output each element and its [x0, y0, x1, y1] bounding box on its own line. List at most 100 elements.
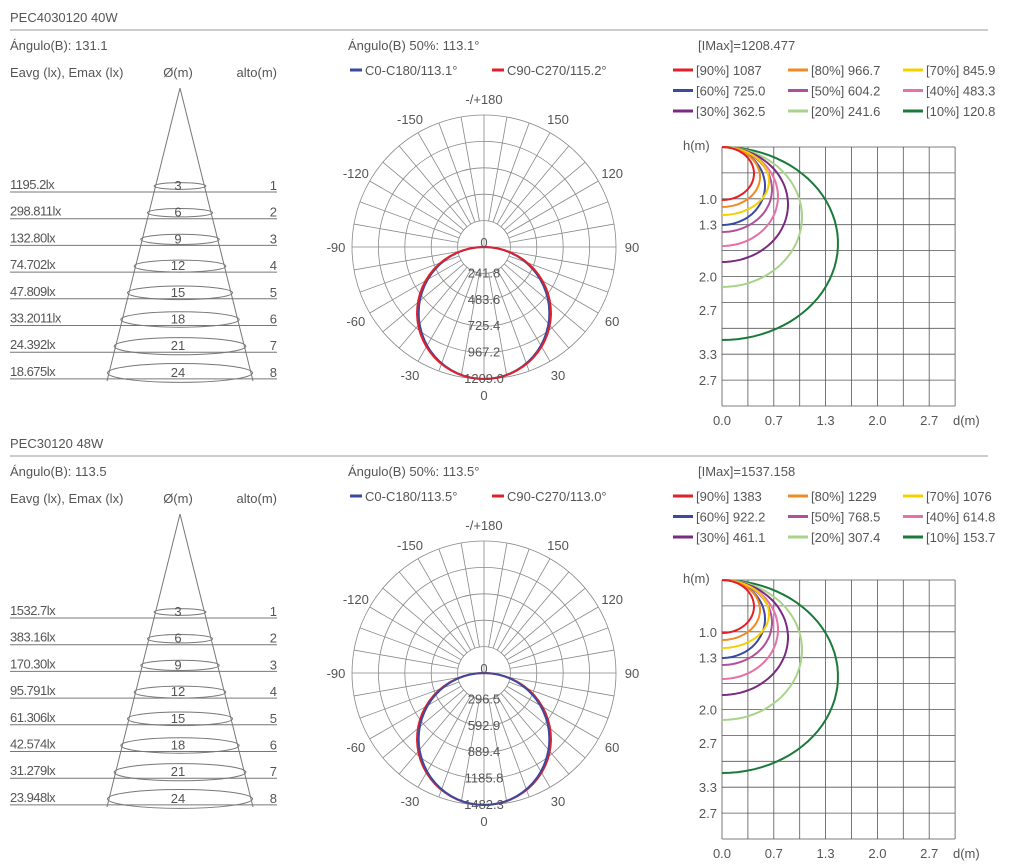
polar-spoke [506, 259, 599, 314]
legend-label: [60%] 725.0 [696, 84, 765, 99]
cone-ring [113, 763, 247, 782]
cone-ring [120, 311, 240, 328]
polar-chart: Ángulo(B) 50%: 113.1° C0-C180/113.1° C90-C… [327, 38, 640, 403]
angle-label: 0 [480, 388, 487, 403]
radial-label: 0 [480, 661, 487, 676]
cone-ring [126, 285, 234, 301]
height: 7 [270, 764, 277, 779]
polar-spoke [503, 263, 586, 333]
polar-spoke [496, 558, 551, 651]
x-tick-label: 2.7 [920, 846, 938, 861]
x-tick-label: 0.7 [765, 846, 783, 861]
x-tick-label: 1.3 [817, 846, 835, 861]
radial-label: 1209.0 [464, 371, 504, 386]
illuminance: 42.574lx [10, 737, 56, 752]
polar-spoke [398, 571, 468, 654]
illuminance: 61.306lx [10, 710, 56, 725]
angle-label: 90 [625, 240, 639, 255]
polar-spoke [500, 145, 570, 228]
isolux-plot: h(m) 1.0 1.3 2.0 2.7 3.3 2.7 0.0 0.7 1.3 2.0 2.7 d(m… [683, 571, 980, 861]
x-tick-label: 0.0 [713, 413, 731, 428]
cone-edge [179, 513, 254, 808]
polar-spoke [353, 677, 459, 697]
cone-ring [126, 711, 234, 727]
polar-spoke [509, 251, 615, 271]
polar-spoke [369, 606, 462, 661]
polar-spoke [509, 677, 615, 697]
cone-ring [133, 685, 227, 699]
illuminance: 170.30lx [10, 656, 56, 671]
polar-spoke [353, 251, 459, 271]
legend-label: [80%] 1229 [811, 489, 877, 504]
x-tick-label: 2.7 [920, 413, 938, 428]
polar-spoke [492, 271, 530, 372]
isolux-curve [721, 146, 839, 341]
polar-spoke [503, 161, 586, 231]
polar-spoke [398, 266, 468, 349]
polar-spoke [460, 698, 480, 804]
cone-edge [106, 87, 181, 382]
radial-label: 0 [480, 235, 487, 250]
polar-spoke [500, 571, 570, 654]
diameter: 12 [171, 258, 185, 273]
polar-spoke [488, 272, 508, 378]
cone-ring [120, 737, 240, 754]
isolux-curve [721, 579, 803, 721]
diameter: 18 [171, 312, 185, 327]
legend-label: C0-C180/113.5° [365, 489, 457, 504]
illuminance: 47.809lx [10, 284, 56, 299]
angle-label: 120 [601, 592, 623, 607]
cone-ring [140, 233, 220, 245]
legend-label: [40%] 483.3 [926, 84, 995, 99]
illuminance: 132.80lx [10, 230, 56, 245]
isolux-curve [721, 579, 755, 634]
height: 8 [270, 791, 277, 806]
height: 6 [270, 312, 277, 327]
polar-spoke [382, 263, 465, 333]
legend-label: [90%] 1087 [696, 63, 762, 78]
polar-spoke [492, 548, 530, 649]
cone-table: Ángulo(B): 113.5 Eavg (lx), Emax (lx) Ø(m)… [10, 464, 277, 809]
polar-spoke [438, 548, 476, 649]
x-tick-label: 0.7 [765, 413, 783, 428]
isolux-chart: [IMax]=1208.477 [90%] 1087 [80%] 966.7 [70%… [673, 38, 995, 428]
diameter: 9 [174, 231, 181, 246]
polar-spoke [398, 145, 468, 228]
polar-spoke [488, 116, 508, 222]
polar-spoke [417, 132, 472, 225]
intensity-curve [415, 246, 553, 381]
radial-label: 1482.3 [464, 797, 504, 812]
polar-spoke [506, 606, 599, 661]
height: 8 [270, 365, 277, 380]
header: alto(m) [237, 491, 277, 506]
y-tick-label: 3.3 [699, 780, 717, 795]
illuminance: 383.16lx [10, 630, 56, 645]
height: 7 [270, 338, 277, 353]
polar-spoke [460, 116, 480, 222]
polar-spoke [500, 692, 570, 775]
illuminance: 23.948lx [10, 790, 56, 805]
illuminance: 1532.7lx [10, 603, 56, 618]
legend-label: [20%] 241.6 [811, 104, 880, 119]
y-tick-label: 1.0 [699, 625, 717, 640]
height: 2 [270, 205, 277, 220]
diameter: 21 [171, 338, 185, 353]
height: 1 [270, 178, 277, 193]
radial-label: 967.2 [468, 345, 501, 360]
x-tick-label: 0.0 [713, 846, 731, 861]
polar-spoke [488, 542, 508, 648]
polar-spoke [503, 689, 586, 759]
radial-label: 1185.8 [465, 771, 504, 786]
diameter: 24 [171, 365, 185, 380]
angle-label: -60 [346, 740, 365, 755]
diameter: 12 [171, 684, 185, 699]
polar-title: Ángulo(B) 50%: 113.5° [348, 464, 479, 479]
illuminance: 31.279lx [10, 763, 56, 778]
angle-label: -120 [343, 166, 369, 181]
angle-label: -90 [327, 666, 346, 681]
isolux-curve [721, 146, 755, 201]
y-axis-label: h(m) [683, 571, 710, 586]
polar-spoke [506, 685, 599, 740]
x-axis-label: d(m) [953, 846, 980, 861]
